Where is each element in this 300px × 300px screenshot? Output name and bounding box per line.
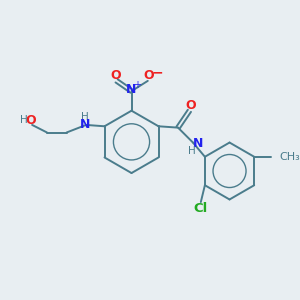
Text: H: H [20,115,27,125]
Text: O: O [185,99,196,112]
Text: N: N [80,118,90,131]
Text: N: N [126,83,137,96]
Text: O: O [144,70,154,83]
Text: H: H [188,146,196,156]
Text: O: O [110,70,121,83]
Text: N: N [193,137,203,150]
Text: H: H [81,112,88,122]
Text: −: − [152,65,163,79]
Text: CH₃: CH₃ [280,152,300,162]
Text: O: O [26,113,36,127]
Text: Cl: Cl [194,202,208,214]
Text: +: + [134,80,142,90]
